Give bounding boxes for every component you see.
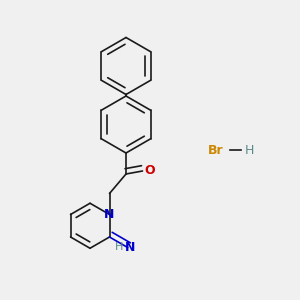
Text: Br: Br [208, 143, 224, 157]
Text: N: N [104, 208, 115, 221]
Text: O: O [144, 164, 154, 178]
Text: H: H [244, 143, 254, 157]
Text: N: N [125, 241, 136, 254]
Text: H: H [114, 242, 123, 253]
